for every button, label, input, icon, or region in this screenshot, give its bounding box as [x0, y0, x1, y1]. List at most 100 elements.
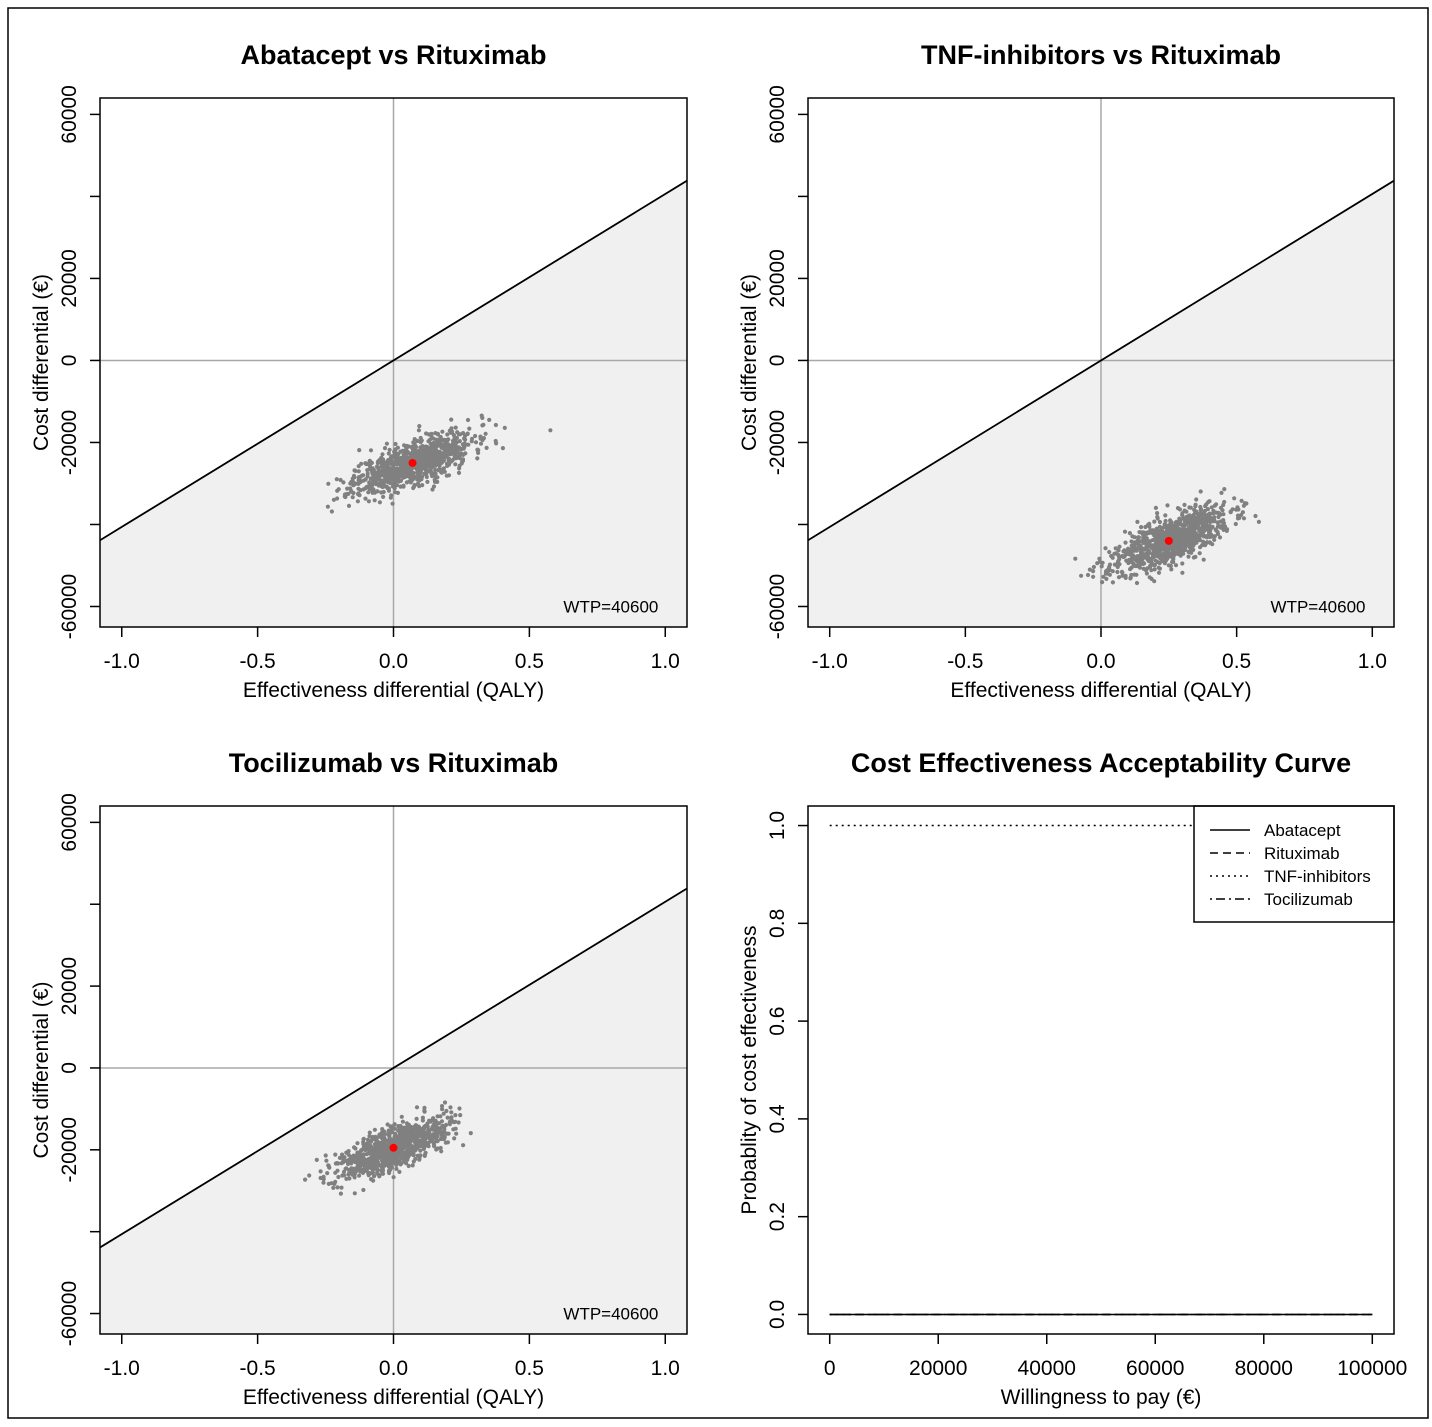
scatter-point [1214, 528, 1219, 533]
wtp-line [100, 179, 687, 542]
scatter-point [1177, 516, 1182, 521]
scatter-point [404, 461, 409, 466]
scatter-point [449, 426, 454, 431]
scatter-point [1085, 572, 1091, 578]
scatter-point [1150, 554, 1155, 560]
scatter-point [377, 1132, 382, 1137]
scatter-point [1174, 540, 1179, 546]
scatter-point [435, 1114, 440, 1119]
scatter-point [406, 444, 411, 449]
panel-title: Tocilizumab vs Rituximab [229, 748, 559, 778]
scatter-point [379, 490, 384, 495]
scatter-point [453, 439, 458, 444]
scatter-point [374, 1165, 379, 1170]
scatter-point [366, 490, 371, 495]
scatter-point [368, 486, 373, 491]
scatter-point [384, 441, 389, 446]
scatter-point [415, 1140, 420, 1145]
scatter-point [441, 437, 446, 442]
scatter-point [1197, 528, 1202, 534]
y-tick-label: -20000 [58, 1117, 81, 1182]
y-tick-label: -60000 [58, 574, 81, 639]
scatter-point [450, 1119, 455, 1124]
scatter-point [1091, 564, 1096, 570]
scatter-point [377, 469, 382, 474]
scatter-point [423, 1136, 428, 1141]
scatter-point [460, 442, 465, 447]
scatter-point [445, 438, 450, 443]
scatter-point [433, 475, 438, 480]
scatter-point [340, 1173, 345, 1178]
scatter-point [435, 431, 440, 436]
scatter-point [1157, 561, 1162, 566]
scatter-point [1193, 504, 1198, 509]
scatter-point [1204, 520, 1209, 525]
scatter-point [352, 1191, 357, 1196]
scatter-point [395, 468, 400, 473]
scatter-point [381, 473, 386, 478]
y-axis-label: Cost differential (€) [30, 274, 53, 451]
scatter-point [390, 484, 395, 489]
scatter-cloud [325, 413, 553, 514]
scatter-point [1163, 553, 1168, 558]
scatter-point [436, 450, 441, 455]
scatter-point [1159, 534, 1164, 539]
scatter-point [434, 1138, 439, 1143]
scatter-point [391, 1175, 396, 1180]
scatter-point [381, 494, 386, 499]
scatter-point [456, 1120, 461, 1125]
scatter-point [1180, 570, 1185, 575]
scatter-point [336, 1174, 341, 1180]
scatter-point [404, 1161, 409, 1166]
scatter-point [361, 473, 366, 478]
scatter-point [453, 1113, 458, 1118]
scatter-point [1170, 548, 1176, 553]
scatter-point [363, 486, 368, 491]
x-tick-label: 40000 [1018, 1357, 1076, 1380]
scatter-point [483, 431, 488, 436]
scatter-point [459, 446, 464, 452]
scatter-point [1182, 502, 1187, 507]
scatter-point [342, 492, 348, 497]
scatter-point [334, 477, 339, 482]
scatter-point [380, 452, 385, 457]
scatter-point [443, 1140, 448, 1145]
scatter-point [403, 1137, 408, 1142]
scatter-point [1206, 533, 1211, 538]
scatter-point [480, 423, 485, 428]
scatter-point [382, 461, 387, 466]
scatter-point [426, 461, 431, 467]
scatter-point [382, 1161, 387, 1166]
scatter-point [348, 486, 353, 491]
scatter-point [388, 1159, 393, 1164]
scatter-point [419, 477, 424, 482]
scatter-point [353, 1166, 358, 1171]
scatter-point [374, 481, 379, 486]
scatter-point [393, 447, 398, 452]
scatter-point [467, 426, 472, 431]
scatter-point [1179, 544, 1184, 549]
scatter-point [1143, 535, 1148, 540]
scatter-point [404, 1153, 409, 1159]
scatter-point [1205, 524, 1210, 529]
scatter-point [449, 459, 454, 464]
scatter-point [409, 1128, 414, 1133]
scatter-point [1171, 524, 1176, 529]
scatter-point [386, 457, 391, 463]
scatter-point [1172, 529, 1178, 534]
scatter-point [468, 1131, 473, 1136]
scatter-point [1218, 512, 1223, 517]
scatter-point [350, 1166, 355, 1171]
scatter-point [363, 1142, 368, 1147]
scatter-point [326, 481, 331, 486]
scatter-point [1137, 530, 1142, 535]
scatter-point [1169, 567, 1174, 572]
scatter-point [1236, 507, 1241, 512]
scatter-point [338, 1191, 343, 1196]
scatter-point [406, 1143, 411, 1148]
scatter-point [329, 509, 334, 514]
scatter-point [475, 447, 480, 452]
scatter-point [1149, 568, 1154, 573]
scatter-point [473, 440, 479, 445]
scatter-point [395, 452, 400, 457]
